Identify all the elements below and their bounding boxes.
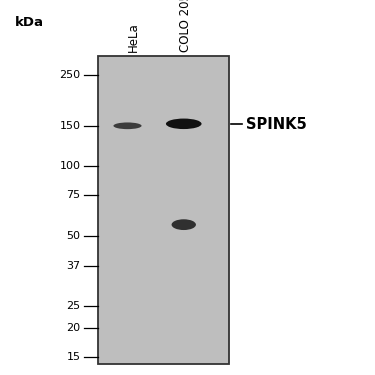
Text: 50: 50 <box>67 231 81 241</box>
Text: 25: 25 <box>66 301 81 310</box>
Text: 100: 100 <box>60 162 81 171</box>
Text: 75: 75 <box>66 190 81 200</box>
FancyBboxPatch shape <box>98 56 229 364</box>
Text: HeLa: HeLa <box>127 23 140 53</box>
Text: 250: 250 <box>60 69 81 80</box>
Text: 15: 15 <box>67 352 81 362</box>
Text: kDa: kDa <box>15 16 44 29</box>
Text: 150: 150 <box>60 121 81 131</box>
Text: SPINK5: SPINK5 <box>246 117 306 132</box>
Text: 37: 37 <box>66 261 81 271</box>
Ellipse shape <box>171 219 196 230</box>
Text: COLO 205: COLO 205 <box>179 0 192 53</box>
Ellipse shape <box>114 123 142 129</box>
Ellipse shape <box>166 118 202 129</box>
Text: 20: 20 <box>66 323 81 333</box>
